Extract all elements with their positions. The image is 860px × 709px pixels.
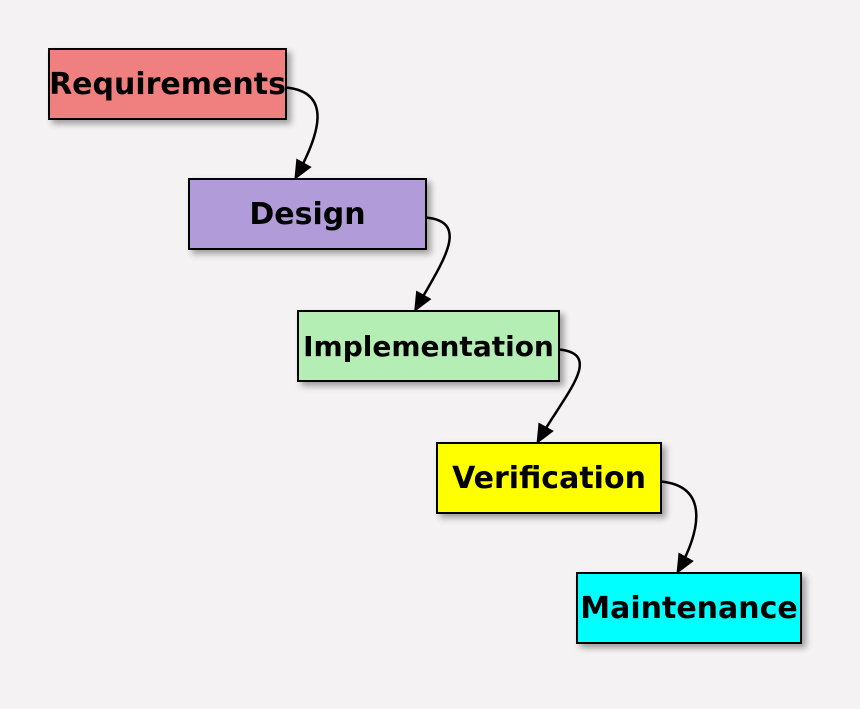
- node-label-requirements: Requirements: [49, 67, 286, 102]
- node-design: Design: [188, 178, 427, 250]
- node-implementation: Implementation: [297, 310, 560, 382]
- node-label-implementation: Implementation: [303, 330, 554, 363]
- node-verification: Verification: [436, 442, 662, 514]
- node-maintenance: Maintenance: [576, 572, 802, 644]
- node-label-verification: Verification: [452, 461, 646, 496]
- node-label-design: Design: [249, 197, 365, 232]
- arrow-verification-to-maintenance: [662, 482, 696, 572]
- node-label-maintenance: Maintenance: [580, 591, 798, 626]
- node-requirements: Requirements: [48, 48, 287, 120]
- arrow-requirements-to-design: [287, 88, 318, 178]
